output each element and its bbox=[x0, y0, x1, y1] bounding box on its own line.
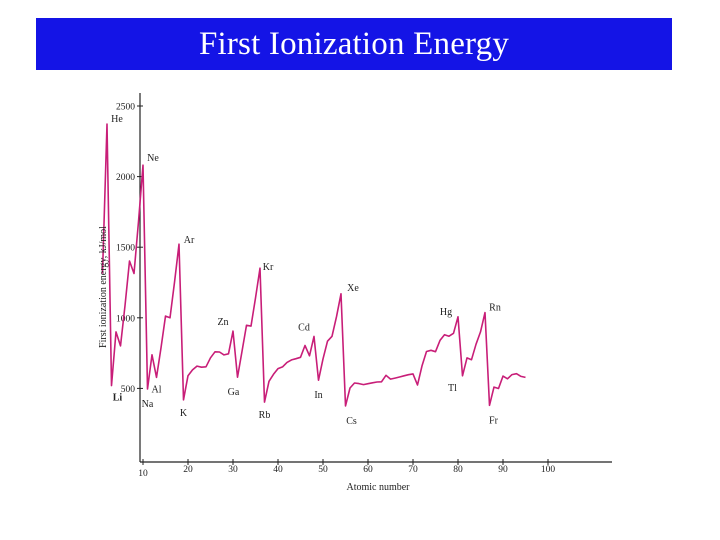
series-layer bbox=[101, 123, 526, 407]
element-label-xe: Xe bbox=[347, 283, 359, 294]
element-label-rn: Rn bbox=[489, 303, 501, 314]
x-tick-label: 60 bbox=[363, 465, 373, 475]
x-tick-label: 80 bbox=[453, 465, 463, 475]
element-label-ar: Ar bbox=[184, 235, 195, 246]
element-label-fr: Fr bbox=[489, 415, 499, 426]
y-tick-label: 500 bbox=[121, 385, 136, 395]
element-label-cd: Cd bbox=[298, 322, 310, 333]
element-label-kr: Kr bbox=[263, 262, 274, 273]
element-label-na: Na bbox=[142, 399, 154, 410]
slide-title: First Ionization Energy bbox=[198, 25, 510, 62]
element-label-zn: Zn bbox=[217, 317, 228, 328]
x-tick-label: 20 bbox=[183, 465, 193, 475]
ionization-energy-line bbox=[101, 123, 526, 407]
y-axis-label: First ionization energy, kJ/mol bbox=[98, 226, 109, 348]
element-label-li: Li bbox=[113, 393, 123, 404]
element-label-rb: Rb bbox=[259, 410, 271, 421]
element-label-al: Al bbox=[152, 384, 162, 395]
element-label-k: K bbox=[180, 408, 188, 419]
x-tick-label: 70 bbox=[408, 465, 418, 475]
axis-ticks: 500 1000 1500 2000 2500 10 20 30 40 50 60 70 80 90 100 bbox=[116, 103, 555, 480]
x-tick-label: 40 bbox=[273, 465, 283, 475]
x-axis-label: Atomic number bbox=[346, 482, 410, 493]
x-tick-label: 10 bbox=[138, 469, 148, 479]
element-label-ga: Ga bbox=[228, 387, 240, 398]
y-tick-label: 2500 bbox=[116, 103, 135, 113]
y-tick-label: 1000 bbox=[116, 314, 135, 324]
element-label-hg: Hg bbox=[440, 307, 452, 318]
x-tick-label: 30 bbox=[228, 465, 238, 475]
x-tick-label: 90 bbox=[498, 465, 508, 475]
y-tick-label: 2000 bbox=[116, 173, 135, 183]
element-label-cs: Cs bbox=[346, 416, 357, 427]
element-label-tl: Tl bbox=[448, 383, 457, 394]
x-tick-label: 100 bbox=[541, 465, 556, 475]
y-tick-label: 1500 bbox=[116, 244, 135, 254]
x-tick-label: 50 bbox=[318, 465, 328, 475]
annotation-layer: He Ne Ar Kr Xe Rn Hg Cd Zn Li Na Al K Ga Rb In Cs Tl Fr bbox=[111, 114, 501, 427]
axes bbox=[139, 93, 612, 463]
element-label-in: In bbox=[314, 390, 322, 401]
element-label-ne: Ne bbox=[147, 153, 159, 164]
title-bar: First Ionization Energy bbox=[36, 18, 672, 70]
element-label-he: He bbox=[111, 114, 123, 125]
